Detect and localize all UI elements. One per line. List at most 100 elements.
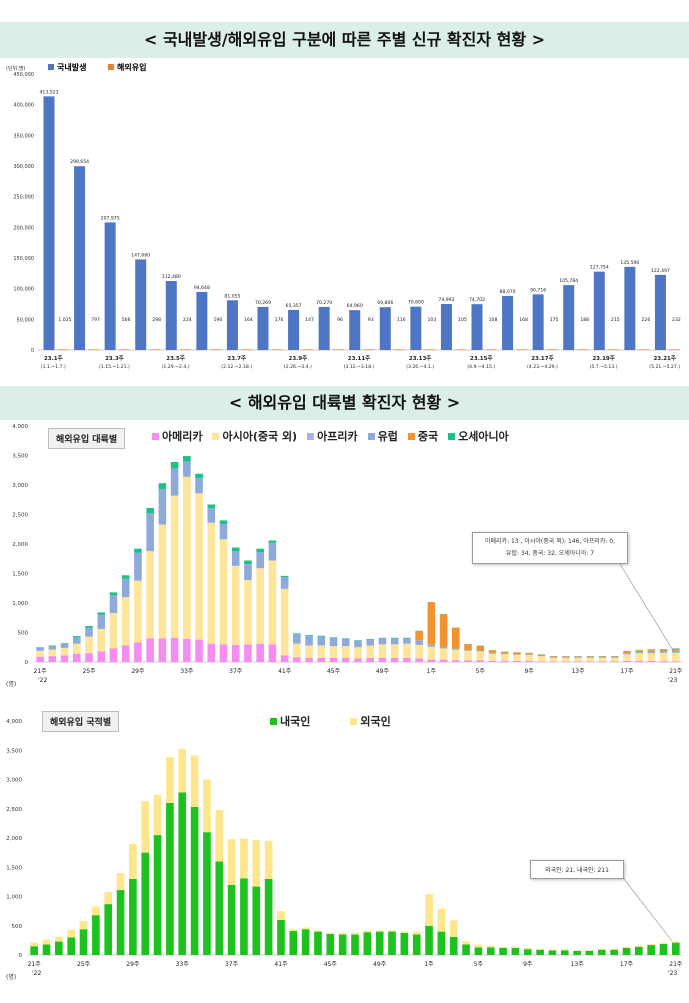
y-tick-label: 300,000 [13, 164, 34, 170]
bar-segment [170, 468, 179, 496]
y-tick-label: 500 [18, 631, 29, 637]
data-label-overseas: 147 [305, 317, 314, 323]
bar-segment [264, 840, 273, 879]
bar-domestic [257, 306, 269, 350]
bar-segment [525, 654, 533, 661]
y-axis-unit: (명) [6, 973, 16, 981]
bar-segment [219, 539, 228, 645]
data-label-domestic: 88,070 [500, 289, 516, 295]
bar-segment [452, 648, 460, 650]
x-tick-label: 13주 [571, 668, 585, 675]
bar-domestic [502, 295, 514, 350]
bar-segment [488, 660, 497, 662]
legend-item-korean: 내국인 [270, 713, 310, 729]
bar-segment [67, 937, 76, 955]
year-label-end: '23 [668, 677, 677, 684]
data-label-domestic: 299,654 [70, 159, 89, 165]
legend-swatch-overseas [108, 64, 114, 70]
bar-segment [109, 648, 118, 662]
bar-segment [341, 646, 350, 658]
bar-segment [659, 652, 668, 662]
bar-segment [363, 930, 372, 933]
bar-segment [146, 513, 154, 552]
data-label-overseas: 105 [458, 317, 467, 323]
bar-segment [425, 894, 433, 926]
bar-segment [464, 649, 472, 651]
legend-item-asia: 아시아(중국 외) [212, 428, 297, 444]
bar-segment [562, 661, 570, 662]
bar-domestic [379, 307, 391, 350]
bar-segment [280, 655, 289, 662]
x-tick-label: 17주 [620, 668, 634, 675]
bar-segment [116, 890, 125, 955]
bar-segment [403, 637, 411, 639]
bar-segment [109, 595, 118, 614]
legend-item-oceania: 오세아니아 [448, 428, 509, 444]
bar-segment [586, 656, 595, 658]
data-label-overseas: 215 [611, 317, 620, 323]
bar-segment [104, 904, 113, 955]
bar-segment [48, 649, 57, 657]
bar-segment [574, 657, 582, 662]
bar-segment [305, 636, 313, 646]
data-label-overseas: 196 [213, 317, 222, 323]
bar-segment [317, 636, 326, 646]
x-tick-label: 25주 [82, 668, 96, 675]
legend-label-domestic: 국내발생 [57, 62, 86, 72]
bar-segment [412, 931, 421, 935]
bar-segment [153, 835, 162, 955]
chart3-by-nationality: 0 500 1,000 1,500 2,000 2,500 3,000 3,500 4,000 2… [6, 719, 683, 981]
annotation-leader-line [616, 869, 673, 942]
bar-segment [341, 638, 350, 639]
y-tick-label: 2,500 [6, 807, 22, 813]
data-label-domestic: 112,480 [162, 274, 181, 280]
bar-overseas [363, 349, 375, 350]
bar-segment [425, 925, 433, 955]
bar-segment [585, 950, 594, 951]
bar-segment [574, 661, 582, 662]
bar-domestic [74, 166, 86, 350]
bar-segment [121, 645, 130, 662]
bar-segment [560, 949, 569, 951]
bar-segment [403, 638, 411, 644]
bar-segment [146, 508, 154, 514]
data-label-overseas: 103 [427, 317, 436, 323]
bar-overseas [516, 349, 528, 350]
data-label-overseas: 96 [337, 317, 343, 323]
x-tick-label: 5주 [474, 961, 484, 968]
bar-segment [73, 643, 81, 654]
data-label-domestic: 413,523 [40, 89, 59, 95]
bar-segment [215, 861, 224, 955]
bar-segment [256, 552, 264, 569]
bar-segment [511, 947, 520, 955]
y-tick-label: 450,000 [13, 72, 34, 78]
bar-segment [659, 649, 668, 652]
bar-segment [486, 947, 495, 955]
bar-segment [412, 934, 421, 955]
x-tick-label: 9주 [524, 668, 534, 675]
bar-segment [573, 950, 581, 951]
bar-segment [659, 942, 668, 944]
legend-item-china: 중국 [407, 428, 438, 444]
bar-segment [314, 930, 322, 932]
bar-segment [415, 644, 423, 659]
legend-swatch-domestic [48, 64, 54, 70]
bar-segment [48, 645, 57, 647]
bar-segment [549, 657, 558, 662]
bar-segment [500, 653, 509, 655]
bar-segment [92, 906, 100, 916]
bar-segment [277, 919, 285, 955]
y-axis-unit: (명) [6, 680, 16, 688]
bar-segment [390, 638, 399, 645]
bar-segment [647, 649, 656, 652]
data-label-domestic: 70,600 [408, 300, 424, 306]
bar-overseas [179, 349, 191, 350]
bar-segment [195, 473, 203, 478]
x-tick-label: 21주 [34, 668, 48, 675]
x-tick-week: 23.5주 [166, 354, 185, 362]
x-tick-label: 41주 [274, 961, 288, 968]
bar-segment [219, 523, 228, 540]
bar-segment [610, 661, 619, 662]
bar-segment [525, 660, 533, 662]
bar-segment [73, 636, 81, 638]
